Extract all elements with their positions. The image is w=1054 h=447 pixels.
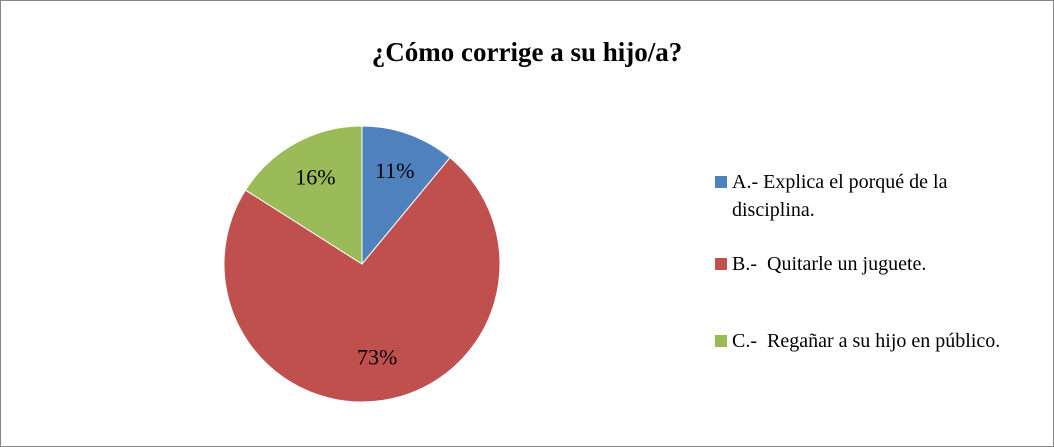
legend-label: A.- Explica el porqué de la disciplina.: [732, 171, 953, 221]
legend-swatch: [715, 335, 727, 347]
pie-slice: [223, 156, 501, 403]
legend-label: C.- Regañar a su hijo en público.: [732, 330, 1001, 352]
data-label: 73%: [357, 344, 397, 369]
legend-label: B.- Quitarle un juguete.: [732, 253, 927, 275]
data-label: 16%: [295, 164, 335, 189]
legend-item: B.- Quitarle un juguete.: [715, 250, 1035, 278]
pie-slice: [244, 125, 363, 265]
chart-title: ¿Cómo corrige a su hijo/a?: [372, 37, 682, 67]
pie-slice: [361, 125, 451, 266]
data-label: 11%: [375, 158, 415, 183]
legend-item: C.- Regañar a su hijo en público.: [715, 327, 1035, 355]
legend-swatch: [715, 176, 727, 188]
legend-swatch: [715, 258, 727, 270]
legend-item: A.- Explica el porqué de la disciplina.: [715, 168, 1035, 224]
